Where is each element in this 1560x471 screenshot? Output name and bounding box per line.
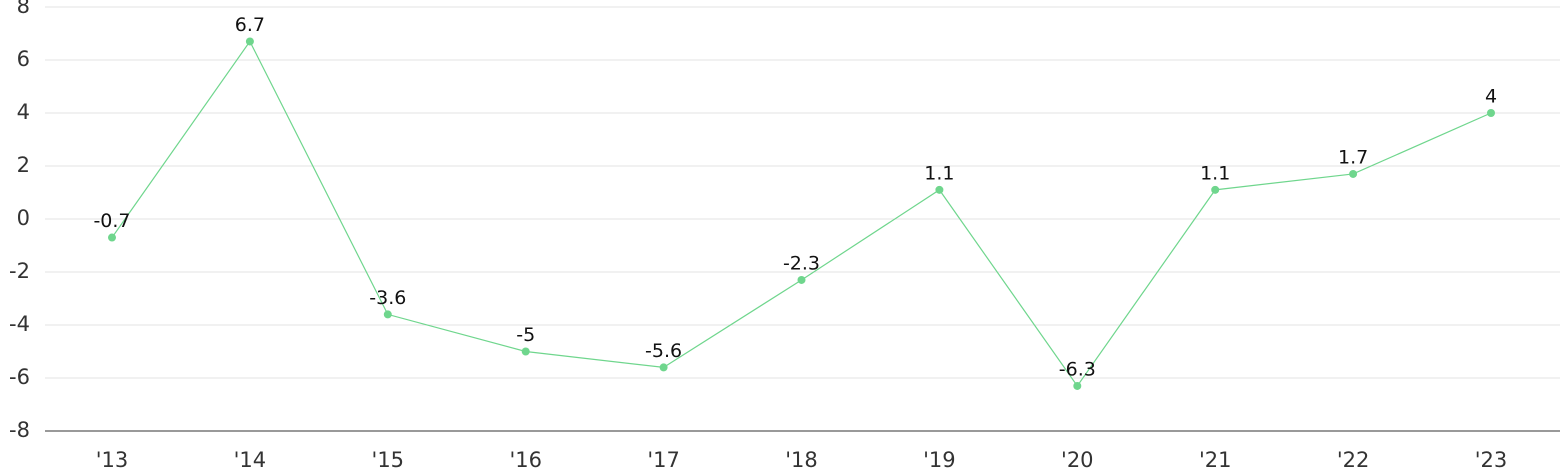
value-label: 1.1 [924,162,954,184]
value-label: -5.6 [645,340,682,362]
point [521,347,530,356]
value-label: -5 [516,324,535,346]
x-tick-label: '20 [1061,448,1094,471]
value-label: 6.7 [235,14,265,36]
y-tick-label: 2 [17,153,30,177]
y-tick-label: -2 [9,259,30,283]
point [1211,185,1220,194]
y-tick-label: -8 [9,418,30,442]
x-tick-label: '16 [509,448,542,471]
point [108,233,116,242]
line [111,40,1492,387]
x-tick-label: '23 [1475,448,1508,471]
x-tick-label: '17 [647,448,680,471]
point [797,275,806,284]
x-tick-label: '15 [372,448,405,471]
value-label: -0.7 [93,210,130,232]
value-label: 4 [1485,86,1497,108]
point [245,37,254,46]
value-label: -6.3 [1059,358,1096,380]
x-tick-label: '22 [1337,448,1370,471]
x-tick-label: '21 [1199,448,1232,471]
point [1487,109,1495,117]
y-tick-label: -6 [9,365,30,389]
y-tick-label: 6 [17,47,30,71]
point [1349,169,1358,178]
point [935,185,944,194]
y-tick-label: 8 [17,0,30,18]
y-tick-label: 4 [17,100,30,124]
x-tick-label: '19 [923,448,956,471]
point [1073,381,1082,390]
value-label: 1.1 [1200,162,1230,184]
value-label: -3.6 [369,287,406,309]
y-tick-label: 0 [17,206,30,230]
value-label: 1.7 [1338,146,1368,168]
y-tick-label: -4 [9,312,30,336]
x-tick-label: '14 [234,448,267,471]
point [383,310,392,319]
x-tick-label: '13 [96,448,129,471]
value-label: -2.3 [783,252,820,274]
point [659,363,668,372]
x-tick-label: '18 [785,448,818,471]
